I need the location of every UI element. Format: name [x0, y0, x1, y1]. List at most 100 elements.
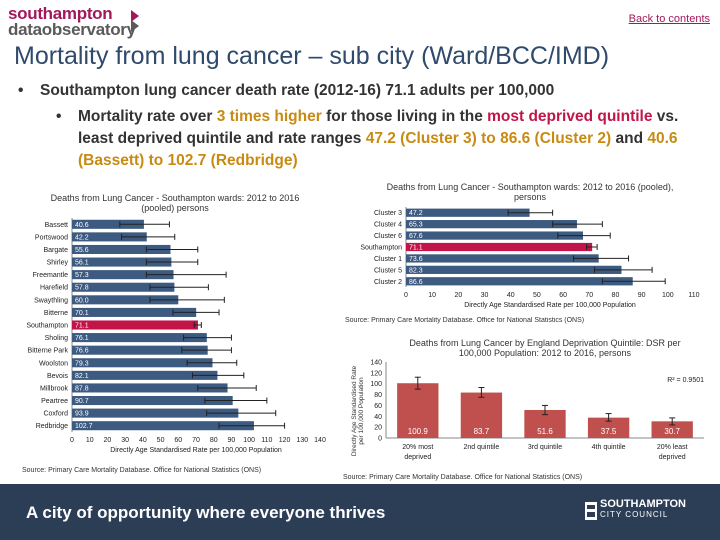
- x-tick-label: 100: [243, 437, 255, 444]
- bullet-2-highlight-1: 3 times higher: [216, 108, 322, 125]
- category-label: Coxford: [43, 411, 68, 418]
- y-tick-label: 20: [374, 425, 382, 432]
- council-logo: SOUTHAMPTON CITY COUNCIL: [600, 498, 710, 528]
- bar: [72, 358, 213, 368]
- bullet-dot-icon: •: [18, 82, 24, 99]
- data-label: 65.3: [409, 222, 423, 229]
- bar: [72, 345, 208, 355]
- data-label: 57.3: [75, 272, 89, 279]
- logo: southampton dataobservatory: [8, 4, 148, 38]
- bar: [587, 417, 630, 438]
- category-label: Cluster 6: [374, 233, 402, 240]
- y-tick-label: 60: [374, 403, 382, 410]
- bullet-2: • Mortality rate over 3 times higher for …: [56, 106, 698, 172]
- data-label: 56.1: [75, 260, 89, 267]
- data-label: 83.7: [474, 427, 490, 436]
- category-label: deprived: [659, 454, 686, 461]
- data-label: 60.0: [75, 297, 89, 304]
- category-label: Cluster 1: [374, 256, 402, 263]
- y-tick-label: 140: [370, 360, 382, 367]
- back-to-contents-link[interactable]: Back to contents: [628, 13, 710, 25]
- bar: [72, 219, 144, 229]
- x-tick-label: 120: [279, 437, 291, 444]
- x-tick-label: 70: [192, 437, 200, 444]
- category-label: Bitterne: [44, 310, 68, 317]
- x-axis-label: Directly Age Standardised Rate per 100,0…: [464, 302, 636, 309]
- bar: [72, 383, 228, 393]
- bullet-1-value: 71.1: [385, 82, 416, 99]
- category-label: Peartree: [41, 398, 68, 405]
- category-label: Sholing: [45, 335, 68, 342]
- category-label: 20% most: [402, 444, 433, 451]
- bar: [460, 392, 503, 438]
- category-label: Cluster 5: [374, 267, 402, 274]
- data-label: 47.2: [409, 210, 423, 217]
- x-tick-label: 20: [454, 292, 462, 299]
- x-tick-label: 50: [533, 292, 541, 299]
- y-tick-label: 100: [370, 381, 382, 388]
- bar: [72, 320, 198, 330]
- x-tick-label: 110: [688, 292, 699, 299]
- x-tick-label: 100: [662, 292, 674, 299]
- quintile-y-label-wrap: Directly Age Standardised Rate per 100,0…: [350, 362, 365, 462]
- bar: [72, 257, 172, 267]
- cluster-chart: Cluster 3 47.2 Cluster 4 65.3 Cluster 6 67.6 S…: [360, 207, 700, 309]
- ward-chart-source: Source: Primary Care Mortality Database.…: [22, 467, 262, 474]
- bar: [72, 244, 171, 255]
- data-label: 79.3: [75, 360, 89, 367]
- bar: [72, 395, 233, 406]
- quintile-chart: 0 20 40 60 80 100 120 140 100.9 20% most deprived 8…: [370, 360, 704, 462]
- x-tick-label: 0: [404, 292, 408, 299]
- bullet-2-text-3: vs. least deprived quintile and rate ran…: [78, 108, 679, 147]
- footer-banner: [0, 484, 720, 540]
- category-label: Millbrook: [40, 385, 69, 392]
- data-label: 93.9: [75, 411, 89, 418]
- x-tick-label: 40: [507, 292, 515, 299]
- logo-line1: southampton: [8, 4, 113, 23]
- category-label: Woolston: [39, 360, 68, 367]
- category-label: 20% least: [657, 444, 688, 451]
- category-label: Swaythling: [34, 297, 68, 304]
- data-label: 82.3: [409, 267, 423, 274]
- bar: [72, 232, 147, 242]
- x-tick-label: 30: [481, 292, 489, 299]
- category-label: Southampton: [26, 323, 68, 330]
- data-label: 87.8: [75, 385, 89, 392]
- data-label: 73.6: [409, 256, 423, 263]
- bullet-2-text-1: Mortality rate over: [78, 108, 217, 125]
- x-tick-label: 60: [559, 292, 567, 299]
- x-tick-label: 50: [157, 437, 165, 444]
- bullet-2-text-2: for those living in the: [321, 108, 488, 125]
- data-label: 57.8: [75, 285, 89, 292]
- x-tick-label: 40: [139, 437, 147, 444]
- data-label: 102.7: [75, 423, 93, 430]
- page-title: Mortality from lung cancer – sub city (W…: [14, 42, 610, 70]
- data-label: 55.6: [75, 247, 89, 254]
- data-label: 37.5: [601, 427, 617, 436]
- council-name-line2: CITY COUNCIL: [600, 510, 669, 519]
- bar: [397, 383, 439, 438]
- quintile-chart-source: Source: Primary Care Mortality Database.…: [343, 474, 583, 481]
- category-label: Harefield: [40, 285, 68, 292]
- data-label: 82.1: [75, 373, 89, 380]
- data-label: 71.1: [409, 245, 423, 252]
- bullet-2-highlight-3: 47.2 (Cluster 3) to 86.6 (Cluster 2): [365, 130, 612, 147]
- data-label: 71.1: [75, 323, 89, 330]
- bullet-2-highlight-4: 40.6 (Bassett) to 102.7 (Redbridge): [78, 130, 678, 169]
- bar: [72, 295, 179, 305]
- bar: [406, 242, 593, 252]
- x-axis-label: Directly Age Standardised Rate per 100,0…: [110, 447, 282, 454]
- bullet-2-text-4: and: [611, 130, 648, 147]
- cluster-chart-title: Deaths from Lung Cancer - Southampton wa…: [386, 182, 674, 202]
- category-label: 3rd quintile: [528, 444, 562, 451]
- bar: [406, 231, 583, 240]
- x-tick-label: 70: [585, 292, 593, 299]
- category-label: Bargate: [43, 247, 68, 254]
- category-label: Southampton: [360, 245, 402, 252]
- x-tick-label: 90: [228, 437, 236, 444]
- bar: [72, 282, 175, 292]
- x-tick-label: 140: [314, 437, 326, 444]
- cluster-chart-source: Source: Primary Care Mortality Database.…: [345, 317, 585, 324]
- footer-tagline: A city of opportunity where everyone thr…: [26, 503, 386, 522]
- ward-chart: Bassett 40.6 Portswood 42.2 Bargate 55.6 Shirl…: [26, 218, 326, 454]
